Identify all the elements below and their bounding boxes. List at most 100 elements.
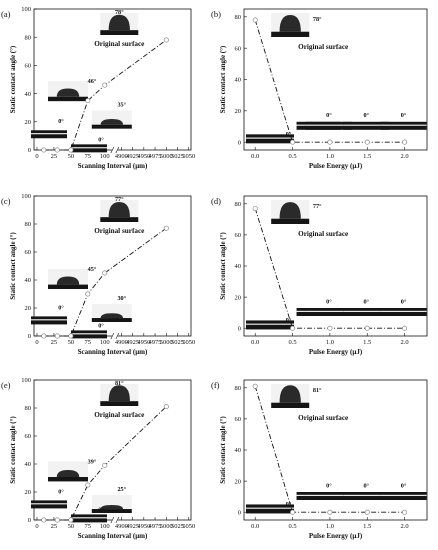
y-tick-label: 40 xyxy=(235,77,242,84)
x-tick-label: 0 xyxy=(35,153,38,160)
x-tick-label: 50 xyxy=(68,523,75,530)
y-tick-label: 80 xyxy=(25,405,32,412)
original-surface-label: Original surface xyxy=(94,411,144,419)
axis-break-mark xyxy=(110,146,115,154)
y-tick-label: 0 xyxy=(28,333,31,340)
photo-droplet xyxy=(56,470,80,477)
photo-film-line xyxy=(343,124,390,126)
y-tick-label: 20 xyxy=(25,305,32,312)
panel-label: (b) xyxy=(211,9,221,19)
angle-label: 0° xyxy=(98,137,104,144)
x-tick-label: 25 xyxy=(51,339,58,346)
data-point xyxy=(41,517,47,523)
data-point xyxy=(163,404,169,410)
photo-energy-3 xyxy=(343,492,390,500)
x-tick-label: 2.0 xyxy=(401,339,409,346)
original-surface-label: Original surface xyxy=(298,43,348,51)
angle-label: 0° xyxy=(58,304,64,311)
photo-film-line xyxy=(380,124,427,126)
x-tick-label: 5050 xyxy=(182,339,195,346)
data-point xyxy=(327,139,333,145)
angle-label: 0° xyxy=(286,131,292,138)
angle-label: 0° xyxy=(401,298,407,305)
data-point xyxy=(252,383,258,389)
angle-label: 25° xyxy=(117,486,126,493)
photo-droplet xyxy=(56,88,80,97)
y-tick-label: 40 xyxy=(235,263,242,270)
x-tick-label: 5000 xyxy=(160,153,173,160)
x-tick-label: 4975 xyxy=(149,523,162,530)
x-tick-label: 4900 xyxy=(115,523,128,530)
photo-droplet xyxy=(100,119,123,125)
photo-droplet xyxy=(279,202,301,219)
data-point xyxy=(327,509,333,515)
data-point xyxy=(163,37,169,43)
photo-film-line xyxy=(246,323,294,325)
y-axis-title: Static contact angle (°) xyxy=(9,416,17,484)
y-tick-label: 40 xyxy=(25,461,32,468)
angle-label: 0° xyxy=(363,482,369,489)
photo-original-surface xyxy=(100,384,139,406)
photo-film-line xyxy=(71,517,107,519)
data-point xyxy=(327,325,333,331)
photo-substrate xyxy=(100,401,139,406)
x-tick-label: 5025 xyxy=(171,339,184,346)
photo-substrate xyxy=(91,509,132,513)
photo-energy-3 xyxy=(343,308,390,316)
y-axis-title: Static contact angle (°) xyxy=(219,416,227,484)
panel-c: (c) 0 20 40 60 80 100 Static contact angle (°) S… xyxy=(1,193,195,356)
photo-energy-4 xyxy=(380,308,427,316)
x-axis-title: Scanning Interval (μm) xyxy=(78,532,148,540)
photo-interval-75 xyxy=(91,495,132,513)
data-point xyxy=(364,139,370,145)
x-tick-label: 0.0 xyxy=(251,523,259,530)
panel-label: (c) xyxy=(1,196,11,206)
photo-film-line xyxy=(31,503,67,505)
data-point xyxy=(54,517,60,523)
data-point xyxy=(102,270,108,276)
y-tick-label: 60 xyxy=(25,63,32,70)
y-axis-title: Static contact angle (°) xyxy=(9,45,17,113)
original-surface-label: Original surface xyxy=(94,227,144,235)
y-tick-label: 0 xyxy=(28,147,31,154)
y-axis-title: Static contact angle (°) xyxy=(9,232,17,300)
photo-film-line xyxy=(31,319,67,321)
x-tick-label: 2.0 xyxy=(401,523,409,530)
photo-original-surface xyxy=(100,13,139,35)
photo-droplet xyxy=(279,385,301,403)
y-tick-label: 80 xyxy=(25,221,32,228)
original-surface-label: Original surface xyxy=(94,40,144,48)
x-tick-label: 4975 xyxy=(149,153,162,160)
angle-label: 46° xyxy=(88,78,97,85)
panel-b: (b) 0 20 40 60 80 Static contact angle (°) Puls… xyxy=(211,8,428,170)
photo-droplet xyxy=(108,14,130,31)
data-point xyxy=(402,509,408,515)
angle-label: 0° xyxy=(326,112,332,119)
y-tick-label: 100 xyxy=(21,193,31,200)
photo-energy-2 xyxy=(305,492,352,500)
y-tick-label: 40 xyxy=(235,447,242,454)
panel-label: (e) xyxy=(1,380,11,390)
data-point xyxy=(364,325,370,331)
axis-break-gap xyxy=(111,333,118,339)
photo-energy-4 xyxy=(380,121,427,130)
photo-film-line xyxy=(71,333,107,335)
photo-interval-50 xyxy=(31,500,67,509)
x-tick-label: 50 xyxy=(68,339,75,346)
angle-label: 0° xyxy=(363,112,369,119)
x-tick-label: 1.0 xyxy=(326,339,334,346)
photo-interval-25 xyxy=(71,144,107,153)
y-tick-label: 100 xyxy=(21,377,31,384)
x-tick-label: 4950 xyxy=(137,153,150,160)
x-tick-label: 4900 xyxy=(115,153,128,160)
photo-energy-0 xyxy=(246,134,294,144)
x-tick-label: 5025 xyxy=(171,153,184,160)
x-tick-label: 0.0 xyxy=(251,339,259,346)
y-tick-label: 80 xyxy=(235,201,242,208)
photo-substrate xyxy=(246,504,294,514)
axis-break-gap xyxy=(111,517,118,523)
angle-label: 0° xyxy=(58,118,64,125)
photo-substrate xyxy=(100,30,139,35)
data-point xyxy=(402,139,408,145)
photo-substrate xyxy=(48,96,88,102)
